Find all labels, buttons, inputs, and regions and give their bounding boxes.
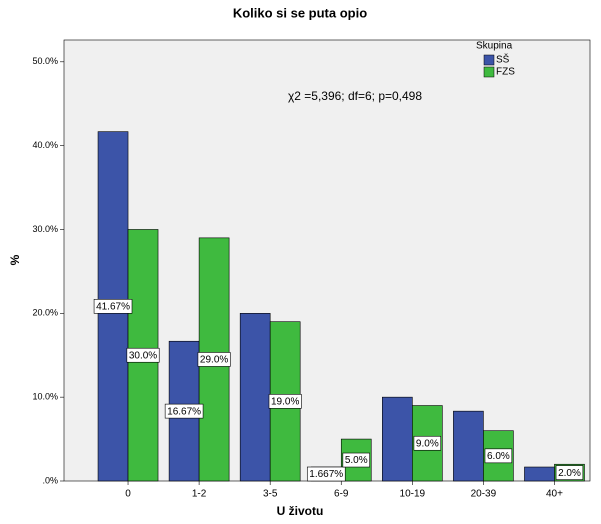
legend-swatch <box>483 66 495 78</box>
bar <box>524 466 555 482</box>
x-tick-label: 20-39 <box>471 489 497 500</box>
legend-label: SŠ <box>496 53 510 66</box>
value-label-box <box>93 299 133 314</box>
legend-label: FZS <box>496 67 515 78</box>
y-tick-label: 40.0% <box>32 140 58 150</box>
value-label-box <box>306 466 346 482</box>
value-label-box <box>555 465 584 480</box>
value-label: 16.67% <box>167 406 201 417</box>
annotation: χ2 =5,396; df=6; p=0,498 <box>288 89 422 103</box>
y-axis-title: % <box>8 254 22 265</box>
value-label: 9.0% <box>416 438 439 449</box>
x-tick-label: 0 <box>125 489 131 500</box>
chart-title: Koliko si se puta opio <box>233 5 367 20</box>
value-label: 2.0% <box>558 468 581 479</box>
x-tick-label: 6-9 <box>334 489 349 500</box>
x-tick-label: 1-2 <box>192 489 207 500</box>
value-label: 1.667% <box>309 469 343 480</box>
y-tick-label: 20.0% <box>32 308 58 318</box>
value-label: 30.0% <box>129 350 157 361</box>
value-label-box <box>164 403 204 419</box>
y-tick-label: 50.0% <box>32 56 58 66</box>
x-tick-label: 40+ <box>546 489 563 500</box>
bar <box>382 396 413 482</box>
x-axis-title: U životu <box>277 504 324 518</box>
value-label: 41.67% <box>96 301 130 312</box>
legend-swatch <box>483 54 495 66</box>
bar <box>453 410 484 482</box>
value-label: 29.0% <box>200 355 228 366</box>
value-label-box <box>268 394 302 409</box>
x-tick-label: 3-5 <box>263 489 278 500</box>
legend-title: Skupina <box>476 41 513 52</box>
y-tick-label: 10.0% <box>32 392 58 402</box>
value-label-box <box>197 352 231 367</box>
x-tick-label: 10-19 <box>400 489 426 500</box>
y-tick-label: 30.0% <box>32 224 58 234</box>
value-label: 6.0% <box>487 451 510 462</box>
value-label-box <box>413 435 442 451</box>
y-tick-label: .0% <box>42 475 58 485</box>
value-label-box <box>342 452 370 468</box>
value-label: 5.0% <box>345 455 368 466</box>
value-label-box <box>484 448 513 464</box>
value-label: 19.0% <box>271 396 299 407</box>
value-label-box <box>126 347 160 363</box>
bar <box>239 313 271 482</box>
